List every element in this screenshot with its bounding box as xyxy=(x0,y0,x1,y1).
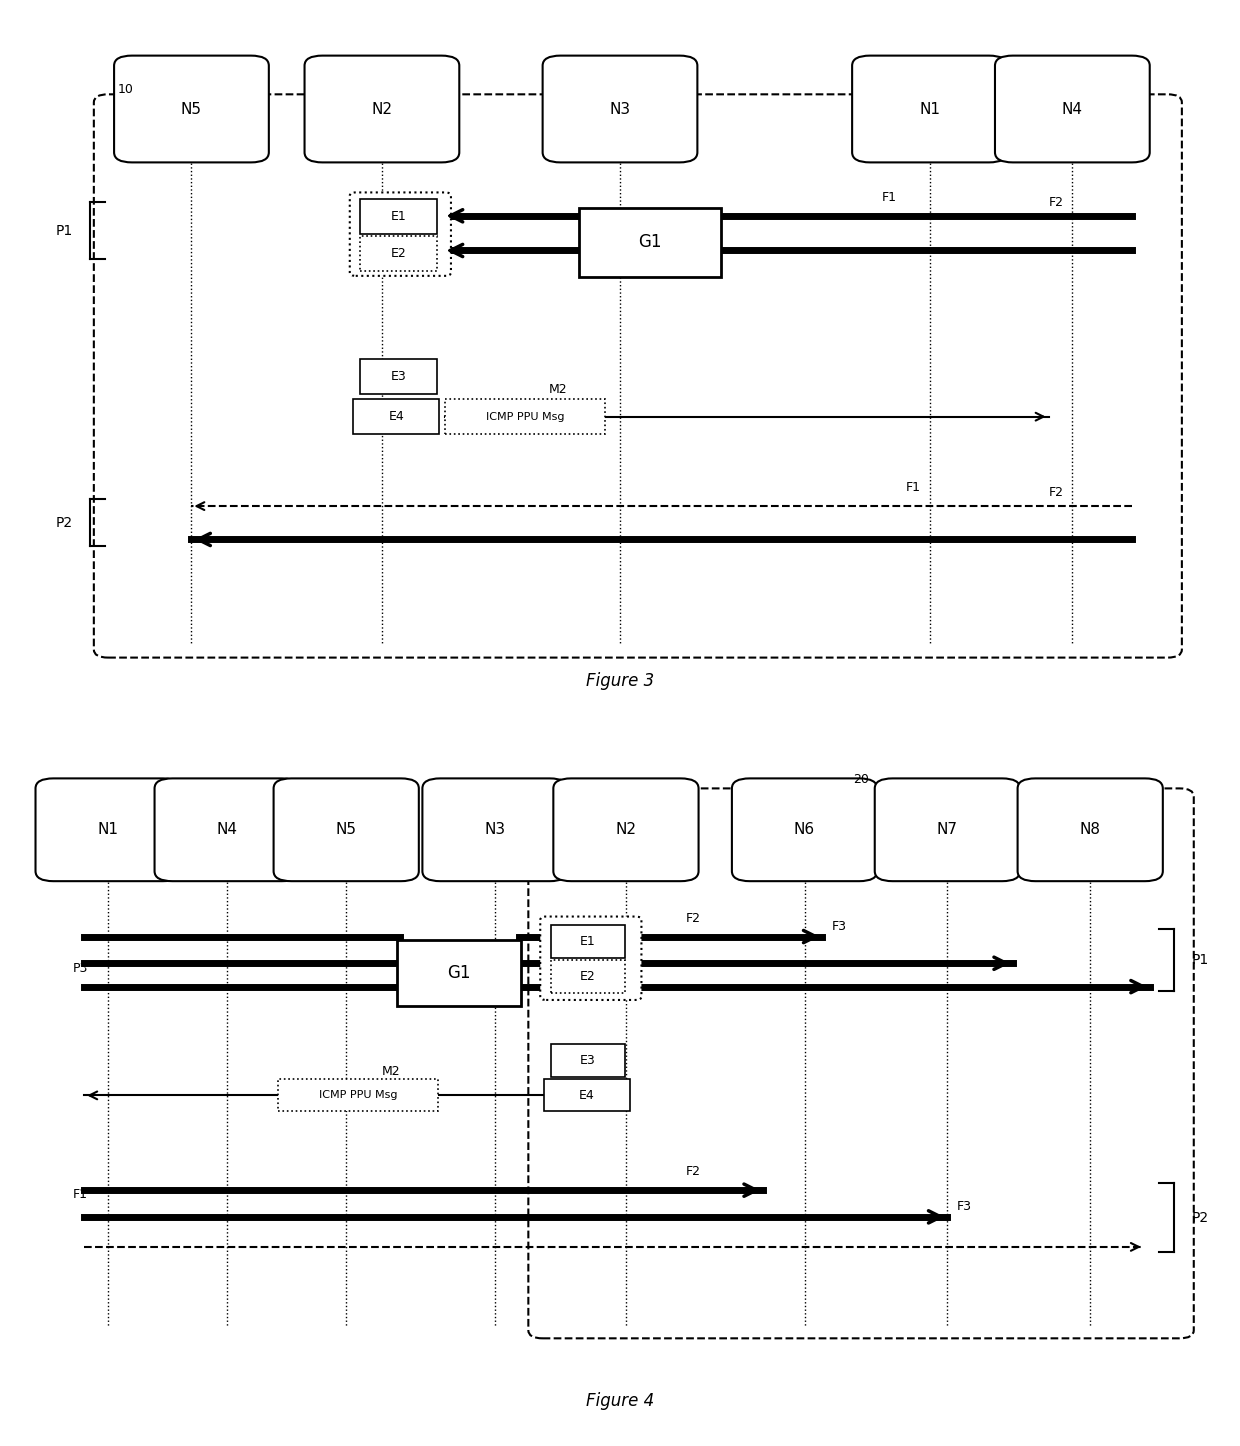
FancyBboxPatch shape xyxy=(541,917,641,1001)
Text: N3: N3 xyxy=(609,101,631,117)
Text: M2: M2 xyxy=(548,383,567,396)
Text: Figure 3: Figure 3 xyxy=(585,671,655,690)
Text: P1: P1 xyxy=(1192,953,1209,967)
FancyBboxPatch shape xyxy=(551,925,625,957)
FancyBboxPatch shape xyxy=(579,208,720,278)
Text: E2: E2 xyxy=(580,970,595,983)
Text: N2: N2 xyxy=(615,823,636,837)
Text: F2: F2 xyxy=(1049,486,1064,499)
Text: E4: E4 xyxy=(388,411,404,424)
Text: F3: F3 xyxy=(957,1200,972,1213)
Text: G1: G1 xyxy=(639,233,661,252)
FancyBboxPatch shape xyxy=(305,55,459,162)
FancyBboxPatch shape xyxy=(732,778,877,881)
Text: E2: E2 xyxy=(391,247,407,260)
Text: E4: E4 xyxy=(579,1089,594,1102)
FancyBboxPatch shape xyxy=(544,1079,630,1112)
Text: F1: F1 xyxy=(72,1189,87,1202)
Text: E1: E1 xyxy=(391,210,407,223)
FancyBboxPatch shape xyxy=(94,94,1182,658)
FancyBboxPatch shape xyxy=(361,359,436,393)
Text: Figure 4: Figure 4 xyxy=(585,1392,655,1410)
FancyBboxPatch shape xyxy=(361,200,436,234)
Text: P1: P1 xyxy=(55,224,72,237)
Text: G1: G1 xyxy=(448,964,471,982)
Text: P3: P3 xyxy=(72,962,88,975)
FancyBboxPatch shape xyxy=(361,236,436,270)
Text: F3: F3 xyxy=(832,920,847,933)
FancyBboxPatch shape xyxy=(852,55,1007,162)
Text: F1: F1 xyxy=(905,482,920,495)
FancyBboxPatch shape xyxy=(553,778,698,881)
Text: E3: E3 xyxy=(391,370,407,383)
Text: F2: F2 xyxy=(686,912,701,925)
FancyBboxPatch shape xyxy=(353,399,439,434)
Text: N1: N1 xyxy=(919,101,940,117)
FancyBboxPatch shape xyxy=(423,778,568,881)
FancyBboxPatch shape xyxy=(994,55,1149,162)
Text: N4: N4 xyxy=(1061,101,1083,117)
FancyBboxPatch shape xyxy=(874,778,1021,881)
FancyBboxPatch shape xyxy=(551,1044,625,1077)
Text: ICMP PPU Msg: ICMP PPU Msg xyxy=(486,412,564,422)
Text: M2: M2 xyxy=(382,1066,401,1079)
Text: N2: N2 xyxy=(372,101,392,117)
Text: 10: 10 xyxy=(118,82,134,95)
FancyBboxPatch shape xyxy=(551,960,625,992)
FancyBboxPatch shape xyxy=(36,778,181,881)
FancyBboxPatch shape xyxy=(445,399,605,434)
Text: F1: F1 xyxy=(882,191,897,204)
Text: F2: F2 xyxy=(1049,195,1064,208)
FancyBboxPatch shape xyxy=(350,192,451,276)
Text: N3: N3 xyxy=(485,823,506,837)
Text: E1: E1 xyxy=(580,936,595,949)
Text: E3: E3 xyxy=(580,1054,595,1067)
FancyBboxPatch shape xyxy=(114,55,269,162)
Text: N1: N1 xyxy=(98,823,119,837)
Text: 20: 20 xyxy=(853,774,869,787)
FancyBboxPatch shape xyxy=(397,940,521,1006)
Text: N5: N5 xyxy=(181,101,202,117)
Text: N7: N7 xyxy=(937,823,957,837)
Text: P2: P2 xyxy=(1192,1210,1209,1225)
Text: N8: N8 xyxy=(1080,823,1101,837)
Text: N4: N4 xyxy=(217,823,238,837)
FancyBboxPatch shape xyxy=(278,1079,438,1112)
FancyBboxPatch shape xyxy=(1018,778,1163,881)
Text: N6: N6 xyxy=(794,823,815,837)
Text: ICMP PPU Msg: ICMP PPU Msg xyxy=(319,1090,397,1100)
FancyBboxPatch shape xyxy=(155,778,300,881)
FancyBboxPatch shape xyxy=(274,778,419,881)
Text: N5: N5 xyxy=(336,823,357,837)
FancyBboxPatch shape xyxy=(543,55,697,162)
Text: P2: P2 xyxy=(56,516,72,529)
Text: F2: F2 xyxy=(686,1165,701,1178)
